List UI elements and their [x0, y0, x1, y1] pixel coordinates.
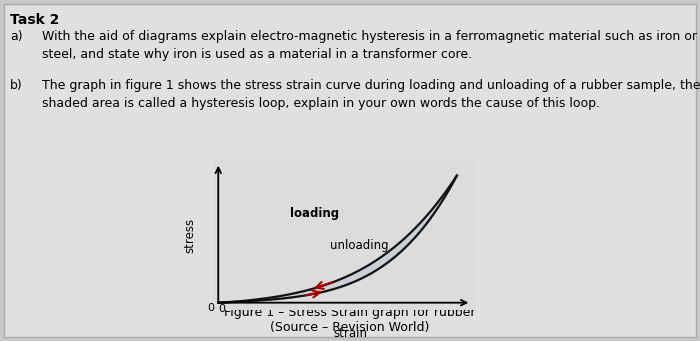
FancyBboxPatch shape — [4, 4, 696, 337]
Text: With the aid of diagrams explain electro-magnetic hysteresis in a ferromagnetic : With the aid of diagrams explain electro… — [42, 30, 697, 61]
Text: stress: stress — [183, 218, 197, 253]
Text: strain: strain — [333, 327, 367, 340]
Text: a): a) — [10, 30, 22, 43]
Text: b): b) — [10, 79, 22, 92]
Text: The graph in figure 1 shows the stress strain curve during loading and unloading: The graph in figure 1 shows the stress s… — [42, 79, 700, 110]
Text: Figure 1 – Stress Strain graph for rubber: Figure 1 – Stress Strain graph for rubbe… — [224, 306, 476, 319]
Text: 0: 0 — [218, 304, 225, 314]
Text: (Source – Revision World): (Source – Revision World) — [270, 321, 430, 334]
Text: unloading: unloading — [330, 239, 389, 252]
Text: Task 2: Task 2 — [10, 13, 60, 27]
Text: 0: 0 — [207, 303, 214, 313]
Text: loading: loading — [290, 207, 339, 220]
